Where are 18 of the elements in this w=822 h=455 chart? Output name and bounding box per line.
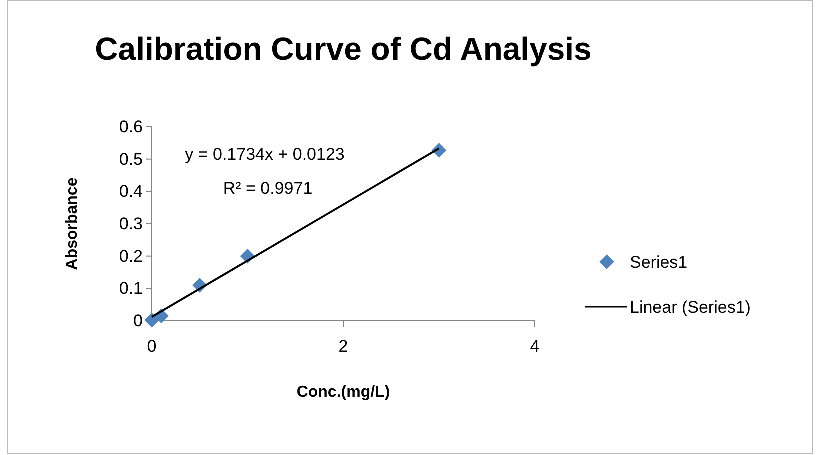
y-axis-title: Absorbance <box>64 178 81 270</box>
chart-title: Calibration Curve of Cd Analysis <box>95 31 592 67</box>
y-tick-label: 0 <box>134 311 143 330</box>
y-tick-label: 0.2 <box>119 246 143 266</box>
x-axis-title: Conc.(mg/L) <box>296 384 390 401</box>
y-tick-label: 0.1 <box>119 279 143 298</box>
x-tick-label: 4 <box>530 337 540 356</box>
y-tick-label: 0.5 <box>119 150 143 169</box>
x-tick-label: 2 <box>338 337 348 356</box>
annotation: R² = 0.9971 <box>223 179 313 198</box>
y-tick-label: 0.3 <box>119 214 143 234</box>
legend-label: Linear (Series1) <box>630 298 751 317</box>
annotation: y = 0.1734x + 0.0123 <box>185 145 345 164</box>
x-tick-label: 0 <box>147 337 157 356</box>
y-tick-label: 0.6 <box>119 117 143 136</box>
point <box>144 312 160 328</box>
legend-label: Series1 <box>630 253 688 272</box>
y-tick-label: 0.4 <box>119 182 143 202</box>
